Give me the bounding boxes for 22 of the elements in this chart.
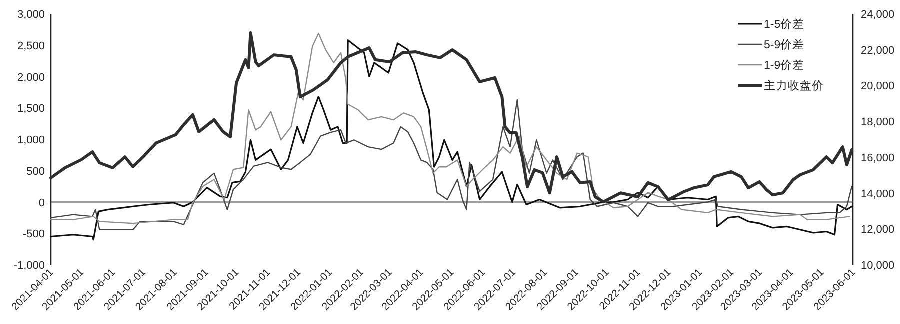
- y2-tick-label: 16,000: [861, 152, 895, 164]
- y-tick-label: 500: [26, 166, 45, 178]
- y-tick-label: -1,000: [14, 260, 45, 272]
- y2-tick-label: 20,000: [861, 80, 895, 93]
- y-tick-label: 1,000: [17, 134, 45, 146]
- y2-tick-label: 14,000: [861, 188, 895, 200]
- y-tick-label: 1,500: [17, 103, 45, 116]
- y-tick-label: -500: [22, 228, 45, 241]
- legend-label: 1-9价差: [764, 59, 805, 72]
- y-tick-label: 2,500: [17, 40, 45, 52]
- y2-tick-label: 24,000: [861, 9, 895, 21]
- y-tick-label: 2,000: [17, 72, 45, 84]
- legend-label: 主力收盘价: [764, 78, 824, 92]
- y-tick-label: 0: [38, 197, 45, 210]
- y2-tick-label: 10,000: [861, 260, 895, 272]
- line-series: [50, 99, 853, 230]
- y2-tick-label: 12,000: [861, 224, 895, 236]
- legend-label: 5-9价差: [764, 38, 805, 52]
- y2-tick-label: 18,000: [861, 116, 895, 129]
- legend-label: 1-5价差: [764, 18, 805, 31]
- y-tick-label: 3,000: [17, 9, 45, 21]
- y2-tick-label: 22,000: [861, 44, 895, 57]
